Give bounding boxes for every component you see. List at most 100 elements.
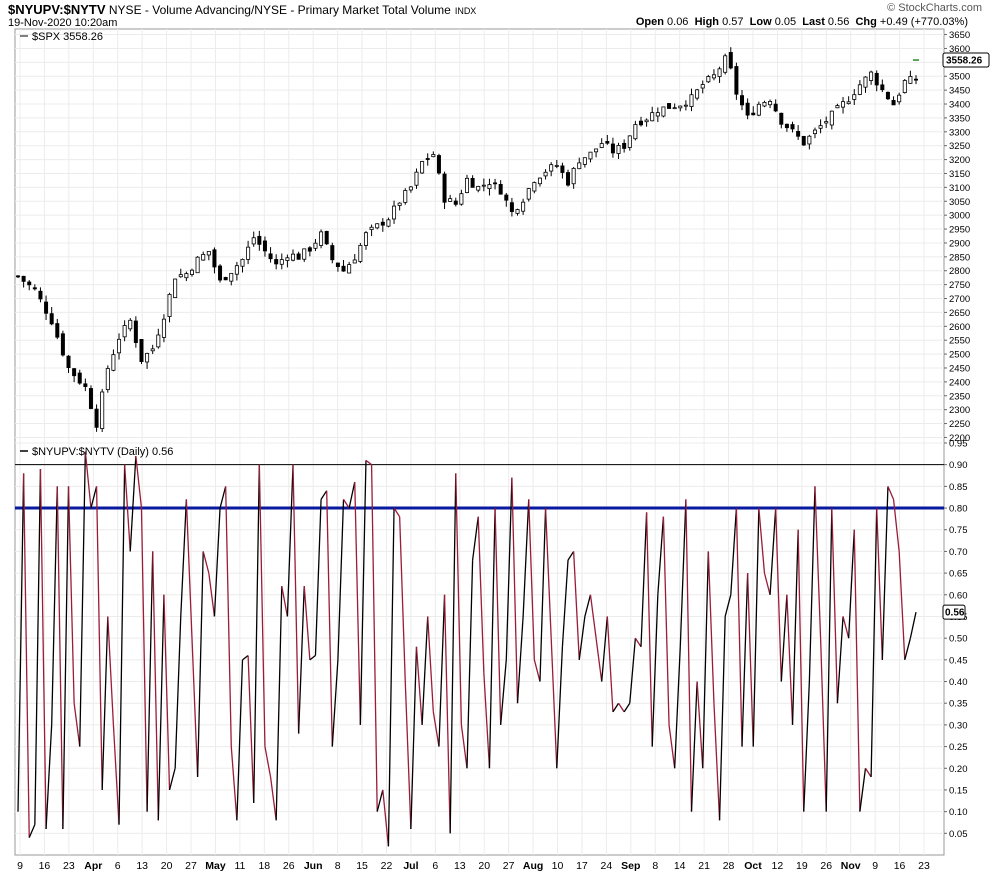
candle-body [723,55,728,73]
price-tick-label: 2250 [949,419,970,430]
price-tick-label: 2550 [949,336,970,347]
x-tick-label: 10 [552,860,564,872]
x-tick-label: 15 [356,860,368,872]
indicator-segment [354,482,362,725]
candle-body [72,368,77,377]
candle-body [459,193,464,205]
indicator-segment [382,789,390,847]
indicator-segment [516,616,524,704]
indicator-segment [258,464,266,747]
candle-body [431,154,436,158]
candle-body [521,201,526,212]
indicator-tick-label: 0.50 [949,634,968,645]
indicator-segment [196,551,204,777]
indicator-segment [95,486,103,790]
price-tick-label: 2450 [949,363,970,374]
candle-body [201,254,206,261]
indicator-segment [359,460,367,725]
indicator-segment [797,529,805,812]
indicator-segment [544,508,552,639]
last-price-label: 3558.26 [946,56,983,67]
indicator-segment [107,616,115,725]
candle-body [594,148,599,153]
x-tick-label: 23 [63,860,75,872]
candle-body [695,89,700,99]
indicator-segment [432,711,440,747]
indicator-segment [202,551,210,574]
candle-body [874,72,879,86]
x-tick-label: Aug [523,860,543,872]
candle-body [740,95,745,106]
indicator-segment [819,638,827,812]
candle-body [807,135,812,145]
indicator-tick-label: 0.35 [949,699,968,710]
x-tick-label: 26 [820,860,832,872]
candle-body [55,323,60,338]
candle-body [504,194,509,201]
indicator-segment [118,464,126,825]
candle-body [313,242,318,249]
candle-body [128,319,133,330]
candle-body [246,246,251,260]
indicator-segment [438,594,446,747]
x-tick-label: 17 [576,860,588,872]
indicator-segment [511,477,519,704]
candle-body [689,94,694,107]
candle-body [560,165,565,173]
candle-body [633,124,638,140]
indicator-segment [483,672,491,769]
indicator-segment [780,594,788,682]
candle-body [60,333,65,356]
x-tick-label: 19 [796,860,808,872]
x-tick-label: 27 [185,860,197,872]
chart-title: $NYUPV:$NYTV NYSE - Volume Advancing/NYS… [8,2,476,17]
candle-body [133,320,138,343]
x-tick-label: 8 [652,860,658,872]
indicator-segment [488,508,496,769]
indicator-segment [342,499,350,509]
candle-body [408,186,413,191]
price-tick-label: 2200 [949,433,970,444]
indicator-segment [292,464,300,734]
indicator-segment [477,516,485,673]
x-tick-label: 28 [723,860,735,872]
stockcharts-logo[interactable]: © StockCharts.com [887,2,982,14]
indicator-segment [589,594,597,639]
candle-body [566,172,571,186]
description: NYSE - Volume Advancing/NYSE - Primary M… [108,3,451,17]
candle-body [279,259,284,265]
indicator-segment [213,508,221,617]
indicator-segment [561,560,569,647]
price-tick-label: 3250 [949,141,970,152]
indicator-segment [685,499,693,812]
price-tick-label: 3650 [949,30,970,41]
candle-body [678,105,683,109]
candle-body [324,230,329,245]
candle-body [150,348,155,352]
price-tick-label: 3100 [949,183,970,194]
candle-body [667,103,672,109]
indicator-segment [22,473,30,838]
candle-body [728,52,733,69]
indicator-segment [393,507,401,518]
indicator-segment [73,703,81,747]
indicator-segment [253,464,260,803]
candle-body [436,155,441,174]
indicator-tick-label: 0.40 [949,677,968,688]
x-tick-label: Nov [841,860,861,872]
indicator-segment [230,746,238,821]
indicator-segment [331,659,339,747]
indicator-tick-label: 0.20 [949,764,968,775]
x-tick-label: Jul [403,860,418,872]
price-legend: $SPX 3558.26 [32,31,103,43]
x-tick-label: 20 [161,860,173,872]
price-tick-label: 2300 [949,405,970,416]
indicator-segment [79,451,86,747]
candle-body [902,80,907,93]
candle-body [824,121,829,124]
candle-body [49,313,54,325]
indicator-segment [208,573,216,617]
candle-body [403,190,408,203]
candle-body [302,248,307,260]
